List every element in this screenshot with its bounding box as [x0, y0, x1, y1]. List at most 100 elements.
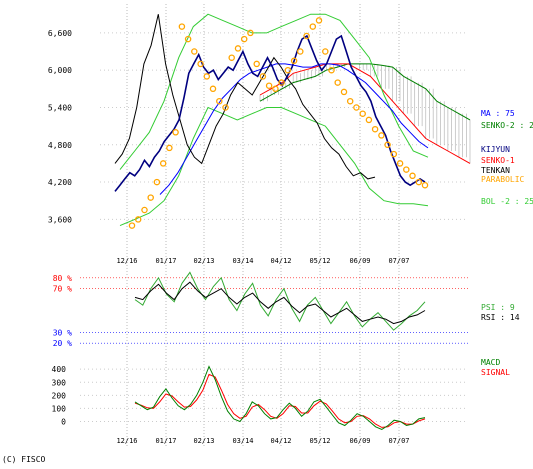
price-y-tick-5: 6,600 [48, 29, 72, 38]
macd-y-tick-0: 0 [61, 418, 66, 427]
sar-point-46 [415, 178, 423, 186]
x-tick-bottom-5: 05/12 [309, 437, 330, 445]
sar-point-43 [396, 160, 404, 167]
senko-1-line [259, 63, 471, 164]
x-tick-bottom-6: 06/09 [349, 437, 370, 445]
price-legend-label-6: BOL -2 : 25 [481, 197, 533, 206]
macd-lines [134, 365, 426, 430]
x-tick-top-0: 12/16 [116, 257, 137, 265]
sar-point-12 [203, 73, 211, 80]
sar-point-35 [346, 97, 354, 105]
sar-point-0 [128, 222, 136, 229]
sar-point-2 [141, 206, 148, 214]
lagging-span-line [114, 14, 376, 180]
close-price-path [114, 34, 426, 192]
lagging-span-path [114, 14, 376, 180]
sar-point-16 [228, 54, 235, 61]
x-tick-top-1: 01/17 [155, 257, 176, 265]
sar-point-25 [284, 66, 292, 74]
sar-point-40 [378, 132, 385, 139]
sar-point-7 [172, 129, 179, 136]
moving-average-line [159, 63, 429, 195]
price-legend-label-4: TENKAN [481, 166, 510, 175]
x-tick-bottom-0: 12/16 [116, 437, 137, 445]
sar-point-17 [234, 45, 242, 52]
price-legend: MA : 75 SENKO-2 : 25 KIJYUN SENKO-1TENKANPA… [481, 109, 533, 206]
sar-point-11 [197, 60, 204, 68]
sar-point-5 [159, 160, 167, 167]
sar-point-14 [216, 97, 223, 105]
x-tick-bottom-7: 07/07 [388, 437, 409, 445]
price-legend-label-1: SENKO-2 : 25 [481, 121, 533, 130]
sar-point-8 [178, 23, 186, 30]
sar-point-22 [265, 82, 273, 89]
macd-y-tick-2: 200 [52, 391, 67, 400]
price-panel: 3,600 4,200 4,800 5,400 6,000 6,600 MA : 75 SE… [48, 13, 533, 229]
signal-line [134, 373, 426, 428]
sar-point-32 [328, 66, 335, 74]
sar-point-21 [259, 73, 267, 80]
rsi-level-label-0: 80 % [53, 274, 72, 283]
sar-point-41 [384, 141, 391, 149]
bollinger-upper-line [119, 13, 429, 170]
sar-point-34 [340, 88, 348, 96]
price-y-tick-1: 4,200 [48, 178, 72, 187]
macd-y-ticks: 0 100 200 300 400 [52, 365, 468, 427]
price-y-tick-3: 5,400 [48, 103, 72, 112]
x-tick-top-2: 02/13 [193, 257, 214, 265]
sar-point-38 [365, 116, 373, 124]
sar-point-20 [253, 60, 260, 68]
sar-point-27 [297, 48, 304, 55]
macd-legend-label-0: MACD [481, 358, 500, 367]
price-y-tick-2: 4,800 [48, 141, 72, 150]
sar-point-18 [240, 35, 248, 43]
price-close-line [114, 34, 426, 192]
senko-2-line [259, 63, 471, 121]
sar-point-31 [322, 48, 329, 55]
rsi-line [134, 281, 426, 325]
x-tick-bottom-3: 03/14 [232, 437, 253, 445]
x-ticks-top: 12/16 01/17 02/13 03/14 04/12 05/12 06/09 07/07 [116, 257, 409, 265]
rsi-legend-label-0: PSI : 9 [481, 303, 515, 312]
rsi-level-label-1: 70 % [53, 285, 72, 294]
sar-point-23 [272, 85, 279, 93]
x-tick-top-6: 06/09 [349, 257, 370, 265]
psi-line [134, 271, 426, 331]
x-tick-bottom-1: 01/17 [155, 437, 176, 445]
price-legend-label-3: SENKO-1 [481, 156, 515, 165]
macd-y-tick-4: 400 [52, 365, 67, 374]
price-legend-label-0: MA : 75 [481, 109, 515, 118]
sar-point-30 [315, 17, 323, 24]
macd-legend-label-1: SIGNAL [481, 368, 510, 377]
price-horizontal-gridlines [100, 32, 468, 220]
x-tick-top-4: 04/12 [270, 257, 291, 265]
price-y-tick-0: 3,600 [48, 215, 72, 224]
sar-point-29 [309, 23, 317, 30]
x-tick-top-5: 05/12 [309, 257, 330, 265]
rsi-level-label-3: 20 % [53, 339, 72, 348]
sar-point-19 [247, 29, 254, 37]
rsi-lines [134, 271, 426, 331]
ma-75-line [159, 63, 429, 195]
x-tick-top-7: 07/07 [388, 257, 409, 265]
sar-point-24 [278, 79, 285, 86]
sar-point-13 [209, 85, 217, 93]
sar-point-1 [134, 216, 142, 223]
sar-point-36 [353, 104, 360, 111]
sar-point-33 [334, 79, 341, 86]
x-tick-bottom-4: 04/12 [270, 437, 291, 445]
sar-point-4 [153, 178, 161, 186]
sar-point-42 [390, 150, 398, 158]
x-tick-top-3: 03/14 [232, 257, 253, 265]
vertical-gridlines [126, 4, 400, 448]
sar-point-44 [403, 166, 410, 173]
price-y-tick-4: 6,000 [48, 66, 72, 75]
sar-point-6 [166, 144, 173, 152]
price-legend-label-2: KIJYUN [481, 145, 510, 154]
copyright-text: (C) FISCO [2, 455, 46, 464]
